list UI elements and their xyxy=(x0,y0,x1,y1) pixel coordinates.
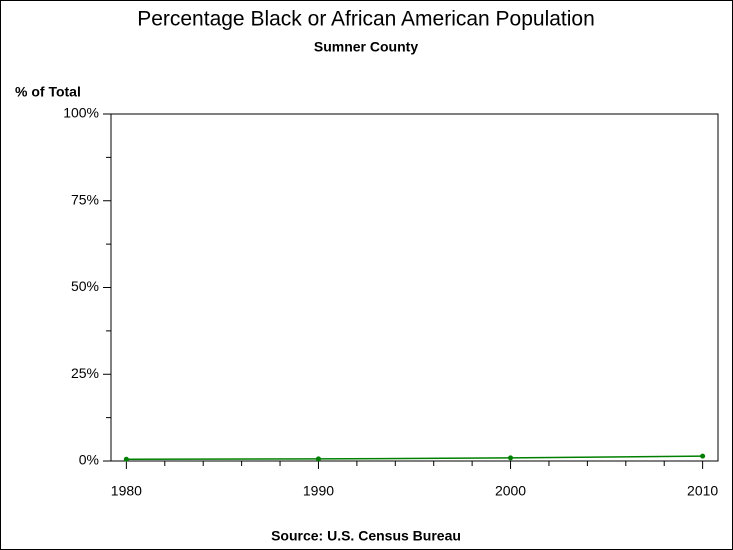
x-tick-label: 2000 xyxy=(495,483,526,499)
x-tick-label: 1990 xyxy=(303,483,334,499)
data-point xyxy=(700,453,706,459)
chart-subtitle: Sumner County xyxy=(314,39,418,55)
data-point xyxy=(123,456,129,462)
series-line xyxy=(126,455,703,461)
y-tick-label: 50% xyxy=(71,278,99,294)
chart-title: Percentage Black or African American Pop… xyxy=(137,8,595,31)
x-tick-label: 2010 xyxy=(687,483,718,499)
y-tick-label: 100% xyxy=(63,105,99,121)
data-point xyxy=(315,456,321,462)
x-tick-label: 1980 xyxy=(111,483,142,499)
plot-frame xyxy=(110,113,719,462)
y-tick-label: 75% xyxy=(71,191,99,207)
y-axis-label: % of Total xyxy=(15,84,81,100)
data-point xyxy=(508,455,514,461)
y-tick-label: 0% xyxy=(79,452,99,468)
source-note: Source: U.S. Census Bureau xyxy=(271,528,461,544)
y-tick-label: 25% xyxy=(71,365,99,381)
